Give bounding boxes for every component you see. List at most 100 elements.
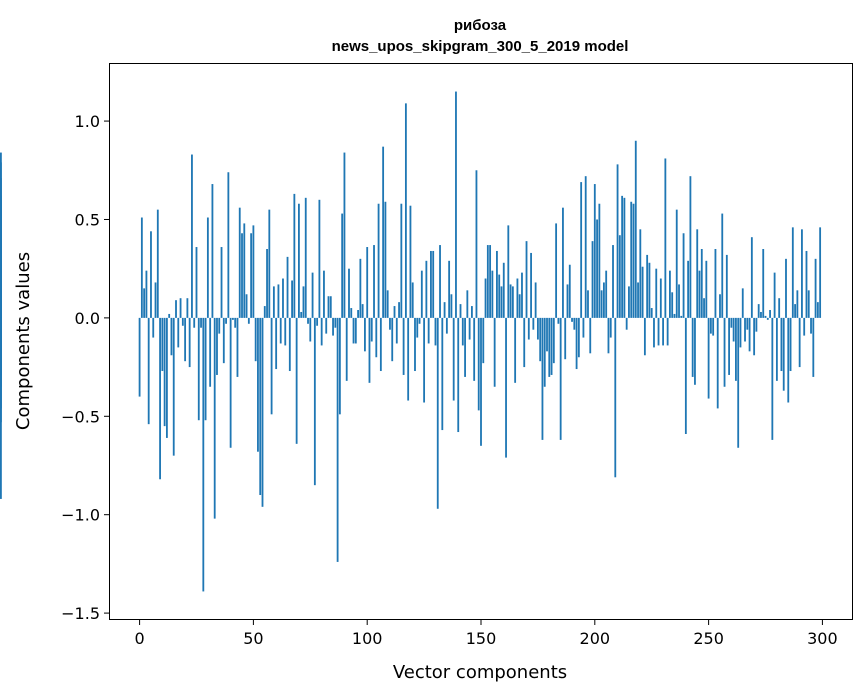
- bar: [252, 225, 255, 318]
- bar: [625, 317, 628, 330]
- bar: [775, 317, 778, 381]
- bar: [302, 286, 305, 318]
- bar: [432, 250, 435, 318]
- bar: [582, 317, 585, 338]
- bar: [200, 317, 202, 328]
- bar: [593, 184, 596, 318]
- bar: [179, 298, 182, 318]
- bar: [350, 308, 353, 318]
- bar: [313, 317, 316, 486]
- bar: [698, 270, 701, 318]
- bar: [500, 286, 503, 318]
- bar: [391, 317, 394, 362]
- bar: [193, 317, 196, 328]
- bar: [673, 313, 676, 318]
- bar: [550, 317, 553, 375]
- bar: [329, 296, 332, 318]
- bar: [254, 317, 257, 362]
- bar: [750, 237, 753, 318]
- x-tick-label: 200: [580, 629, 611, 648]
- chart-title: рибоза: [454, 17, 507, 34]
- bar: [384, 201, 387, 318]
- bar: [227, 172, 230, 318]
- bar: [785, 258, 787, 318]
- bar: [395, 317, 398, 344]
- bar: [259, 317, 262, 496]
- bar: [643, 317, 646, 356]
- bar: [332, 317, 334, 336]
- bar: [637, 282, 639, 318]
- bar: [787, 317, 790, 403]
- bar: [475, 170, 478, 318]
- plot-frame: [109, 63, 853, 620]
- bar: [648, 262, 651, 318]
- bar: [168, 313, 171, 318]
- bar: [666, 317, 669, 346]
- bar: [607, 317, 610, 354]
- bar: [571, 317, 573, 322]
- bar: [213, 317, 216, 519]
- bar: [764, 315, 767, 318]
- bar: [653, 317, 655, 348]
- bar: [441, 317, 444, 431]
- bar: [218, 317, 221, 334]
- bar: [541, 317, 544, 440]
- bar: [325, 317, 328, 334]
- bar: [241, 233, 243, 318]
- bar: [491, 270, 494, 318]
- bar: [559, 317, 562, 440]
- bar: [434, 317, 437, 346]
- bar: [195, 247, 198, 318]
- bar: [628, 286, 630, 318]
- bar: [370, 317, 373, 342]
- bar: [762, 249, 765, 318]
- bar: [150, 231, 152, 318]
- bar: [618, 235, 621, 318]
- bar: [657, 317, 660, 346]
- bar: [489, 245, 492, 318]
- bar: [175, 300, 177, 318]
- bar: [220, 247, 223, 318]
- bar: [659, 278, 662, 318]
- bar: [430, 250, 432, 318]
- bar: [639, 229, 642, 318]
- bar: [238, 207, 241, 318]
- bar: [778, 298, 781, 318]
- bar: [464, 317, 466, 377]
- bar-series: [0, 91, 822, 592]
- bar: [316, 317, 319, 326]
- bar: [377, 203, 380, 318]
- bar: [156, 209, 159, 318]
- bar: [552, 317, 555, 364]
- bar: [509, 284, 512, 318]
- bar: [580, 182, 583, 318]
- bar: [634, 140, 637, 318]
- bar: [209, 317, 212, 387]
- bar: [323, 270, 325, 318]
- bar: [418, 317, 421, 324]
- bar: [566, 284, 569, 318]
- bar: [748, 317, 751, 352]
- bar: [277, 284, 280, 318]
- bar: [318, 199, 321, 318]
- bar: [300, 311, 303, 318]
- bar: [457, 317, 460, 433]
- bar: [352, 317, 355, 344]
- bar: [448, 260, 451, 318]
- bar: [598, 203, 601, 318]
- bar: [152, 317, 155, 338]
- bar: [746, 317, 749, 330]
- bar: [805, 250, 808, 318]
- bar: [546, 317, 548, 352]
- bar: [147, 317, 150, 425]
- bar: [518, 294, 521, 318]
- bar: [723, 317, 726, 387]
- bar: [334, 317, 337, 328]
- bar: [691, 317, 694, 377]
- y-axis-label: Components values: [13, 252, 34, 430]
- bar: [589, 317, 592, 354]
- bar: [641, 266, 644, 318]
- bar: [719, 294, 721, 318]
- bar: [664, 158, 667, 318]
- bar: [400, 203, 403, 318]
